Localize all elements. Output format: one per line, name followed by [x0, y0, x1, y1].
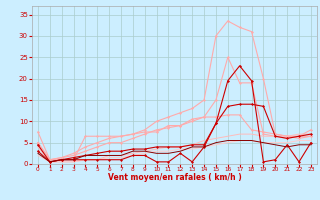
X-axis label: Vent moyen/en rafales ( km/h ): Vent moyen/en rafales ( km/h ) [108, 173, 241, 182]
